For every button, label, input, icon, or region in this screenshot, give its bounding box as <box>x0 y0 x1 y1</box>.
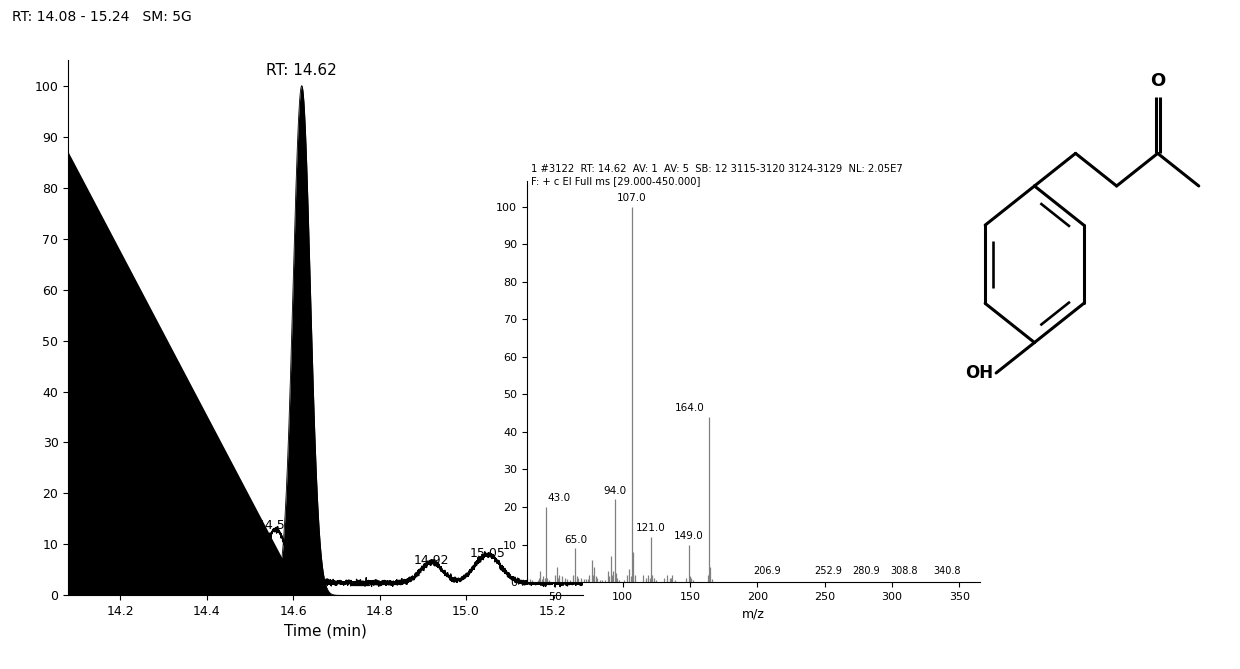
Text: 94.0: 94.0 <box>603 486 626 496</box>
X-axis label: m/z: m/z <box>742 607 765 620</box>
Text: 308.8: 308.8 <box>890 567 918 577</box>
Text: 340.8: 340.8 <box>934 567 961 577</box>
Text: 14.38: 14.38 <box>180 555 216 567</box>
X-axis label: Time (min): Time (min) <box>284 624 367 639</box>
Text: O: O <box>1149 72 1166 90</box>
Text: 206.9: 206.9 <box>753 567 780 577</box>
Text: 14.92: 14.92 <box>414 555 449 567</box>
Text: 252.9: 252.9 <box>815 567 842 577</box>
Text: 15.05: 15.05 <box>470 547 506 560</box>
Text: 14.22: 14.22 <box>112 539 146 552</box>
Text: 14.56: 14.56 <box>258 518 294 532</box>
Text: 149.0: 149.0 <box>673 531 703 541</box>
Text: OH: OH <box>965 364 993 382</box>
Text: 65.0: 65.0 <box>564 535 587 545</box>
Text: 43.0: 43.0 <box>547 493 570 503</box>
Text: 1 #3122  RT: 14.62  AV: 1  AV: 5  SB: 12 3115-3120 3124-3129  NL: 2.05E7: 1 #3122 RT: 14.62 AV: 1 AV: 5 SB: 12 311… <box>531 164 903 174</box>
Text: RT: 14.62: RT: 14.62 <box>267 63 337 78</box>
Text: RT: 14.08 - 15.24   SM: 5G: RT: 14.08 - 15.24 SM: 5G <box>12 10 192 24</box>
Text: 121.0: 121.0 <box>636 523 666 533</box>
Text: F: + c EI Full ms [29.000-450.000]: F: + c EI Full ms [29.000-450.000] <box>531 176 701 186</box>
Text: 107.0: 107.0 <box>618 193 647 203</box>
Text: 164.0: 164.0 <box>675 403 704 413</box>
Text: 280.9: 280.9 <box>853 567 880 577</box>
